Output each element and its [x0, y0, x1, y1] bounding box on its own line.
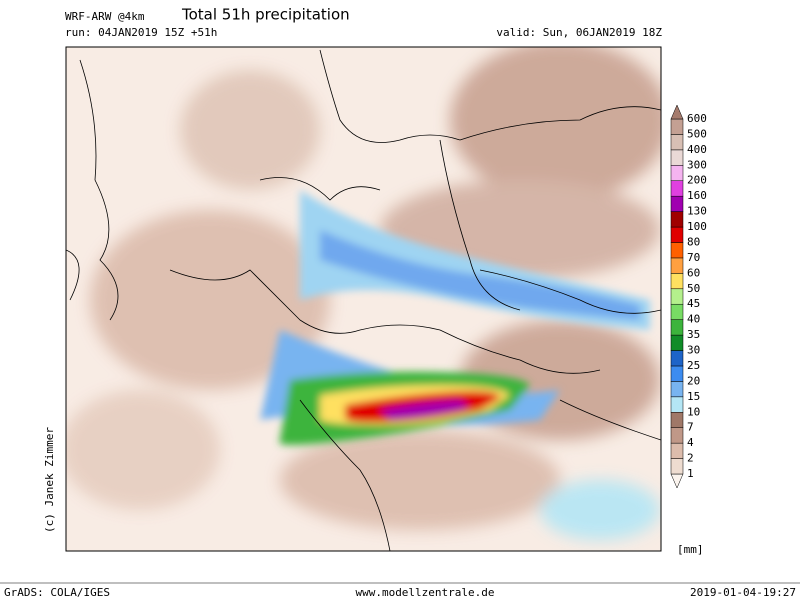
legend-swatch: [670, 350, 684, 367]
legend-swatch: [670, 195, 684, 212]
legend-level: 500: [687, 127, 707, 140]
legend-swatch: [670, 242, 684, 259]
legend-level: 130: [687, 205, 707, 218]
color-legend: 1 2 4 7 10 15 20 25 30 35 40 45 50 60 70 80 100 130 160 200…: [670, 104, 707, 489]
legend-level: 35: [687, 328, 700, 341]
legend-swatch: [670, 381, 684, 398]
legend-swatch: [670, 334, 684, 351]
legend-level: 15: [687, 390, 700, 403]
legend-swatch: [670, 257, 684, 274]
legend-level: 1: [687, 467, 694, 480]
legend-swatch: [670, 303, 684, 320]
model-label: WRF-ARW @4km: [65, 10, 145, 23]
footer-left: GrADS: COLA/IGES: [4, 586, 110, 599]
footer-right: 2019-01-04-19:27: [690, 586, 796, 599]
legend-swatch: [670, 427, 684, 444]
legend-level: 600: [687, 112, 707, 125]
legend-level: 200: [687, 174, 707, 187]
legend-level: 100: [687, 220, 707, 233]
legend-swatch: [670, 412, 684, 428]
map-title: Total 51h precipitation: [181, 6, 350, 24]
legend-level: 160: [687, 189, 707, 202]
legend-swatch: [670, 396, 684, 413]
footer-center: www.modellzentrale.de: [355, 586, 494, 599]
legend-level: 60: [687, 266, 700, 279]
run-label: run: 04JAN2019 15Z +51h: [65, 26, 217, 39]
legend-swatch: [670, 226, 684, 243]
legend-level: 30: [687, 344, 700, 357]
valid-label: valid: Sun, 06JAN2019 18Z: [496, 26, 662, 39]
legend-level: 2: [687, 452, 694, 465]
legend-swatch: [670, 211, 684, 228]
legend-swatch: [670, 442, 684, 459]
map-frame: [65, 46, 662, 552]
legend-level: 80: [687, 235, 700, 248]
legend-swatch: [670, 319, 684, 336]
legend-level: 10: [687, 405, 700, 418]
legend-swatch: [670, 365, 684, 382]
legend-level: 70: [687, 251, 700, 264]
legend-level: 20: [687, 374, 700, 387]
legend-swatch: [670, 180, 684, 197]
credit: (c) Janek Zimmer: [43, 427, 56, 533]
legend-swatch: [670, 458, 684, 475]
legend-swatch: [670, 118, 684, 135]
legend-level: 25: [687, 359, 700, 372]
legend-swatch: [670, 288, 684, 305]
legend-level: 400: [687, 143, 707, 156]
legend-level: 4: [687, 436, 694, 449]
legend-unit: [mm]: [677, 543, 704, 556]
legend-level: 300: [687, 158, 707, 171]
legend-swatch: [670, 134, 684, 151]
legend-level: 7: [687, 421, 694, 434]
legend-swatch: [670, 149, 684, 166]
legend-level: 45: [687, 297, 700, 310]
precipitation-map: [66, 47, 661, 551]
legend-level: 50: [687, 282, 700, 295]
legend-level: 40: [687, 313, 700, 326]
legend-swatch: [670, 273, 684, 290]
legend-swatch: [670, 104, 684, 120]
legend-swatch: [670, 165, 684, 181]
